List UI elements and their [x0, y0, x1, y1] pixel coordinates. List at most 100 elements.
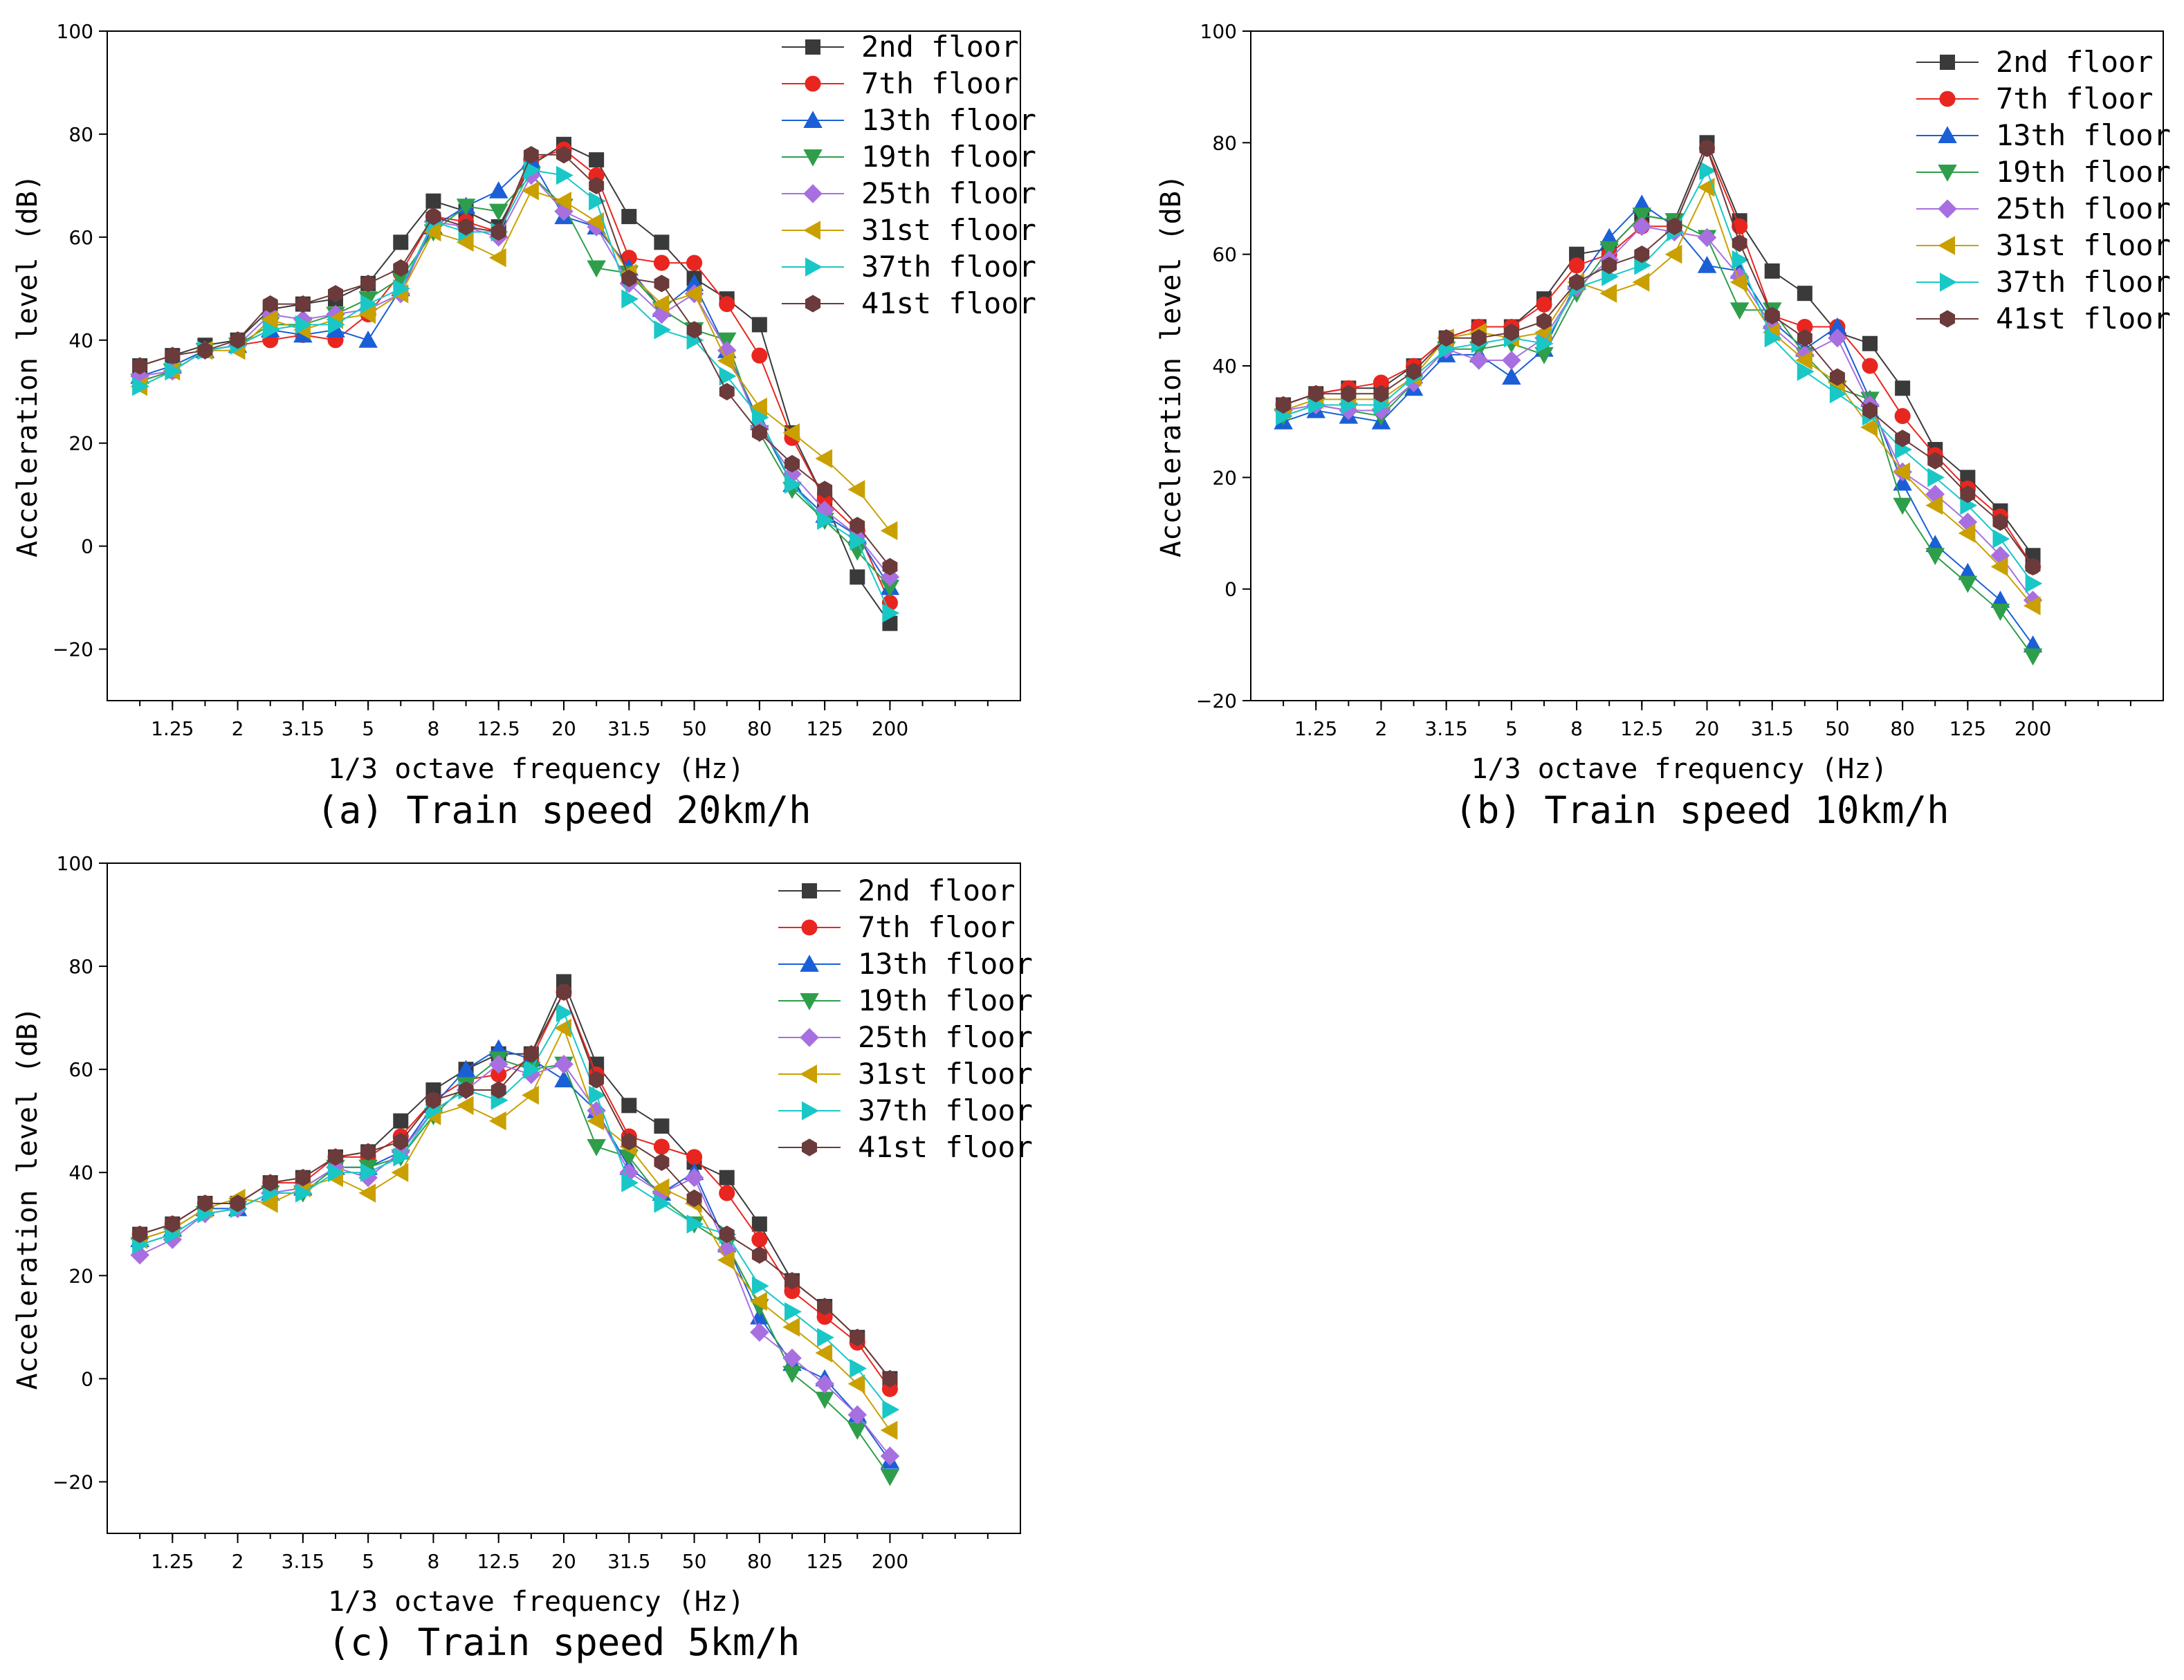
- x-tick-label: 80: [747, 1550, 772, 1573]
- panel-caption: (a) Train speed 20km/h: [316, 788, 811, 832]
- x-tick-label: 8: [428, 717, 440, 740]
- x-tick-label: 3.15: [282, 1550, 324, 1573]
- data-point: [393, 279, 410, 299]
- data-point: [815, 449, 833, 468]
- data-point: [393, 259, 409, 277]
- data-point: [815, 1343, 833, 1363]
- data-point: [621, 1173, 639, 1192]
- legend-marker: [1938, 199, 1957, 219]
- data-point: [2023, 648, 2043, 666]
- data-point: [880, 1421, 898, 1440]
- data-point: [1502, 351, 1521, 370]
- x-tick-label: 50: [1825, 717, 1850, 740]
- x-tick-label: 80: [1890, 717, 1915, 740]
- legend-label: 13th floor: [858, 947, 1033, 981]
- y-tick-label: 40: [1212, 355, 1237, 378]
- data-point: [1764, 306, 1780, 325]
- data-point: [719, 382, 735, 400]
- series-7th-floor: [131, 984, 898, 1397]
- series-line: [139, 174, 891, 578]
- data-point: [489, 203, 508, 221]
- legend-marker: [1938, 236, 1955, 255]
- data-point: [1894, 408, 1911, 425]
- data-point: [654, 1118, 670, 1134]
- data-point: [751, 407, 769, 427]
- legend-marker: [800, 1064, 817, 1084]
- series-41st-floor: [1276, 139, 2041, 575]
- data-point: [784, 1272, 800, 1290]
- data-point: [850, 531, 867, 551]
- data-point: [1990, 603, 2010, 621]
- series-13th-floor: [130, 150, 900, 596]
- series-41st-floor: [132, 983, 898, 1387]
- y-tick-label: 40: [68, 329, 93, 352]
- y-tick-label: 80: [68, 955, 93, 978]
- data-point: [719, 1170, 735, 1185]
- data-point: [1632, 207, 1651, 225]
- data-point: [458, 1081, 474, 1099]
- data-point: [719, 1226, 735, 1244]
- data-point: [456, 1060, 476, 1078]
- x-tick-label: 125: [1949, 717, 1986, 740]
- data-point: [587, 1111, 605, 1131]
- legend-marker: [802, 1138, 817, 1156]
- x-tick-label: 12.5: [477, 1550, 520, 1573]
- data-point: [686, 255, 703, 271]
- data-point: [490, 223, 506, 241]
- series-line: [139, 169, 891, 613]
- legend-label: 41st floor: [858, 1130, 1033, 1164]
- series-line: [1283, 214, 2034, 657]
- data-point: [391, 1163, 409, 1182]
- series-line: [139, 154, 891, 568]
- x-tick-label: 8: [1570, 717, 1583, 740]
- data-point: [132, 1226, 148, 1244]
- x-tick-label: 12.5: [477, 717, 520, 740]
- legend-label: 7th floor: [858, 910, 1016, 944]
- y-tick-label: 60: [68, 226, 93, 249]
- y-tick-label: 0: [1224, 578, 1237, 601]
- data-point: [847, 1422, 867, 1440]
- data-point: [850, 1329, 865, 1347]
- y-tick-label: 20: [68, 432, 93, 455]
- data-point: [456, 232, 474, 252]
- data-point: [1990, 557, 2008, 577]
- data-point: [523, 160, 541, 180]
- data-point: [1927, 468, 1945, 488]
- data-point: [1925, 495, 1943, 515]
- data-point: [589, 176, 605, 194]
- data-point: [587, 1139, 606, 1156]
- data-point: [1634, 246, 1650, 264]
- series-31st-floor: [1274, 178, 2041, 616]
- data-point: [328, 1148, 343, 1166]
- data-point: [880, 1469, 900, 1486]
- legend-marker: [803, 111, 823, 128]
- data-point: [751, 424, 767, 442]
- data-point: [523, 1060, 541, 1079]
- series-19th-floor: [130, 167, 900, 597]
- data-point: [1503, 323, 1519, 342]
- data-point: [554, 1018, 571, 1038]
- data-point: [1276, 396, 1292, 414]
- data-point: [750, 1291, 767, 1311]
- legend-marker: [802, 1101, 819, 1120]
- x-tick-label: 125: [806, 1550, 843, 1573]
- x-axis-title: 1/3 octave frequency (Hz): [1471, 753, 1887, 785]
- legend-label: 31st floor: [861, 213, 1036, 247]
- data-point: [621, 269, 637, 288]
- data-point: [1992, 529, 2010, 548]
- y-axis-title: Acceleration level (dB): [12, 1007, 44, 1390]
- chart-panel-1: −20 0 20 40 60 80 100 1.25 2 3.15 5 8 12.5 20 31.5 50 80…: [12, 20, 1036, 832]
- x-tick-label: 50: [682, 1550, 707, 1573]
- legend-marker: [1940, 310, 1955, 328]
- data-point: [817, 1328, 834, 1347]
- x-axis-title: 1/3 octave frequency (Hz): [328, 1586, 744, 1618]
- data-point: [751, 317, 767, 333]
- data-point: [489, 1111, 506, 1131]
- data-point: [1797, 286, 1813, 302]
- x-tick-label: 2: [232, 717, 244, 740]
- y-tick-label: 0: [81, 535, 93, 558]
- data-point: [751, 1231, 768, 1248]
- data-point: [328, 315, 345, 335]
- legend-marker: [1938, 165, 1957, 182]
- data-point: [1569, 273, 1584, 291]
